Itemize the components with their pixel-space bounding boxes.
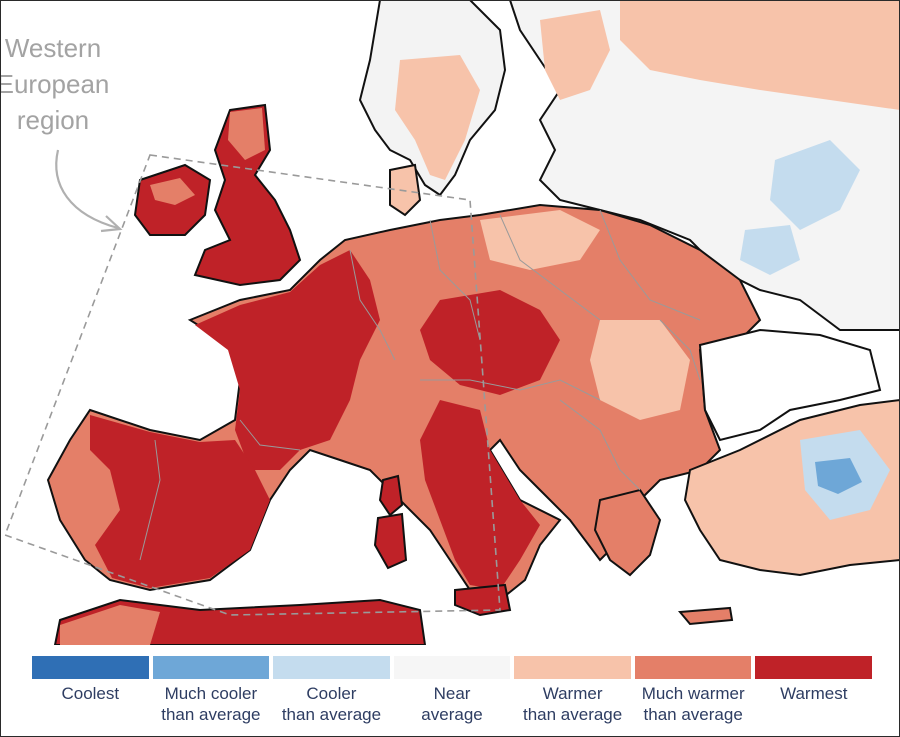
great-britain-landmass [193, 103, 302, 287]
legend-item-cooler: Cooler than average [273, 656, 390, 732]
france-warmest [195, 250, 380, 470]
legend-label-line: than average [281, 705, 382, 724]
legend-item-coolest: Coolest [32, 656, 149, 732]
legend-label-line: than average [643, 705, 743, 724]
legend-item-warmest: Warmest [755, 656, 873, 732]
western-european-region-label: Western European region [0, 30, 118, 138]
sweden-warm-patch [395, 55, 480, 180]
legend-label-line: average [421, 705, 483, 724]
legend-label-much-warmer: Much warmer than average [635, 683, 752, 725]
legend-item-warmer: Warmer than average [514, 656, 631, 732]
legend-label-cooler: Cooler than average [273, 683, 390, 725]
legend-swatch-much-warmer [634, 656, 752, 679]
legend-swatch-coolest [32, 656, 149, 679]
legend-label-line: Coolest [61, 684, 120, 703]
legend-label-line: than average [161, 705, 261, 724]
scotland-warm-patch [228, 108, 265, 160]
greece-landmass [593, 488, 662, 577]
legend-label-warmer: Warmer than average [514, 683, 631, 725]
ireland-warm-patch [150, 178, 195, 205]
temperature-anomaly-map: Western European region [0, 0, 900, 645]
russia-warm-patch [620, 0, 900, 110]
poland-warmer-patch [480, 210, 600, 270]
legend-label-line: Warmest [780, 684, 848, 703]
legend-item-much-cooler: Much cooler than average [152, 656, 270, 732]
legend-swatch-warmest [755, 656, 873, 679]
finland-warm-patch [540, 10, 610, 100]
legend-label-line: than average [522, 705, 623, 724]
central-europe-warmest [420, 290, 560, 395]
legend-swatch-near-average [393, 656, 511, 679]
legend-label-line: Near [433, 684, 471, 703]
legend-swatch-cooler [273, 656, 390, 679]
crete-island [677, 606, 734, 626]
north-africa-warm-patch [60, 605, 160, 645]
color-legend: Coolest Much cooler than average Cooler … [32, 656, 873, 732]
region-arrow-curve [55, 149, 119, 230]
region-arrow-head [100, 215, 123, 233]
iberia-warmest [90, 415, 270, 588]
italy-warmest [420, 400, 540, 590]
legend-swatch-much-cooler [152, 656, 270, 679]
denmark-landmass [389, 163, 422, 217]
legend-label-line: Much warmer [641, 684, 745, 703]
legend-label-line: Much cooler [164, 684, 258, 703]
region-label-line-1: Western [4, 33, 102, 63]
legend-item-near-average: Near average [393, 656, 511, 732]
legend-label-line: Warmer [542, 684, 603, 703]
sardinia-island [373, 512, 408, 570]
sicily-island [454, 583, 512, 617]
legend-label-near-average: Near average [394, 683, 511, 725]
legend-label-line: Cooler [306, 684, 357, 703]
corsica-island [378, 474, 404, 517]
country-borders [139, 209, 701, 561]
region-outline [3, 154, 501, 616]
black-sea [698, 328, 882, 442]
legend-label-coolest: Coolest [32, 683, 149, 704]
legend-label-warmest: Warmest [755, 683, 872, 704]
region-label-line-2: European [0, 69, 110, 99]
legend-swatch-warmer [514, 656, 631, 679]
europe-map [3, 0, 900, 645]
turkey-coolest-patch [815, 458, 862, 494]
legend-item-much-warmer: Much warmer than average [634, 656, 752, 732]
ukraine-cool-patch [740, 225, 800, 275]
legend-label-much-cooler: Much cooler than average [153, 683, 270, 725]
russia-cool-patch [770, 140, 860, 230]
region-label-line-3: region [16, 105, 90, 135]
balkans-warmer-patch [590, 320, 690, 420]
